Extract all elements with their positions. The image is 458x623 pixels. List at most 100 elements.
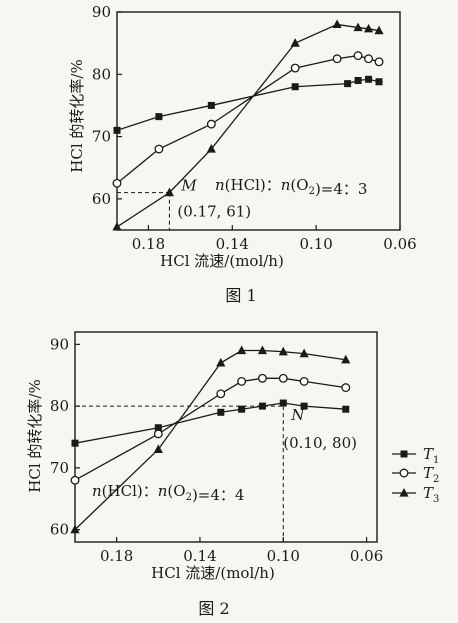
data-point-triangle [257, 345, 268, 355]
data-point-triangle [278, 346, 288, 356]
series-line-square [116, 78, 380, 131]
data-point-circle [70, 475, 80, 485]
data-point-square [300, 402, 308, 410]
legend-marker-triangle [399, 488, 409, 497]
data-point-square [154, 424, 162, 432]
x-tick-label: 0.06 [383, 235, 416, 253]
data-point-triangle [216, 357, 226, 367]
series-line-circle [74, 377, 346, 481]
series-circle [112, 51, 384, 188]
data-point-circle [153, 429, 163, 439]
figure-caption: 图 2 [198, 599, 229, 618]
data-point-square [279, 399, 287, 407]
data-point-triangle [299, 348, 309, 358]
data-point-circle [154, 144, 164, 154]
point-label: N [290, 406, 305, 424]
data-point-circle [237, 376, 247, 386]
legend-marker-circle [399, 468, 409, 478]
data-point-square [155, 113, 163, 121]
data-point-square [71, 439, 79, 447]
annotation-2: n(HCl)：n(O2)=4：4 [92, 482, 244, 504]
x-tick-label: 0.10 [299, 235, 332, 253]
data-point-square [344, 80, 352, 88]
data-point-triangle [353, 22, 363, 32]
y-tick-label: 90 [50, 335, 69, 353]
series-square [71, 399, 350, 447]
data-point-circle [278, 373, 288, 383]
data-point-circle [364, 54, 374, 64]
data-point-square [291, 83, 299, 91]
plot-frame [74, 331, 378, 543]
data-point-square [217, 408, 225, 416]
data-point-square [354, 77, 362, 85]
data-point-circle [341, 383, 351, 393]
legend-item-3: T3 [392, 484, 439, 505]
plot-frame [116, 11, 401, 231]
data-point-circle [332, 54, 342, 64]
x-tick-label: 0.10 [267, 547, 300, 565]
data-point-circle [374, 57, 384, 67]
data-point-square [375, 78, 383, 86]
x-tick-label: 0.18 [100, 547, 133, 565]
series-square [113, 75, 383, 134]
data-point-triangle [164, 187, 175, 197]
data-point-circle [299, 376, 309, 386]
data-point-circle [257, 373, 267, 383]
point-coordinates: (0.10, 80) [283, 434, 357, 452]
data-point-triangle [112, 221, 122, 231]
figure-caption: 图 1 [225, 286, 256, 305]
legend-item-1: T1 [392, 445, 439, 466]
data-point-triangle [237, 345, 247, 355]
legend-label: T2 [423, 464, 439, 485]
legend-label: T1 [423, 445, 439, 466]
y-tick-label: 80 [50, 397, 69, 415]
point-label: M [180, 177, 197, 195]
data-point-circle [206, 119, 216, 129]
y-tick-label: 90 [92, 3, 111, 21]
y-tick-label: 80 [92, 65, 111, 83]
data-point-square [238, 405, 246, 413]
data-point-triangle [206, 144, 216, 153]
data-point-circle [290, 63, 300, 73]
data-point-circle [353, 51, 363, 61]
data-point-triangle [290, 38, 300, 47]
data-point-square [365, 75, 373, 83]
data-point-circle [112, 178, 122, 188]
legend-label: T3 [423, 484, 439, 505]
legend-marker-square [400, 450, 408, 458]
data-point-square [342, 405, 350, 413]
data-point-square [258, 402, 266, 410]
x-tick-label: 0.14 [216, 235, 249, 253]
x-tick-label: 0.18 [132, 235, 165, 253]
data-point-square [113, 126, 121, 134]
data-point-triangle [341, 354, 351, 364]
y-tick-label: 60 [92, 190, 111, 208]
data-point-square [207, 101, 215, 109]
series-line-triangle [74, 349, 346, 531]
legend-item-2: T2 [392, 464, 439, 485]
series-triangle [70, 345, 351, 534]
x-axis-label: HCl 流速/(mol/h) [160, 252, 284, 270]
x-tick-label: 0.14 [183, 547, 216, 565]
y-tick-label: 60 [50, 521, 69, 539]
y-tick-label: 70 [50, 459, 69, 477]
data-point-triangle [153, 444, 163, 453]
y-axis-label: HCl 的转化率/% [26, 379, 44, 492]
y-tick-label: 70 [92, 128, 111, 146]
y-axis-label: HCl 的转化率/% [68, 59, 86, 172]
x-tick-label: 0.06 [350, 547, 383, 565]
series-triangle [112, 19, 384, 231]
data-point-triangle [70, 524, 80, 534]
x-axis-label: HCl 流速/(mol/h) [151, 564, 275, 582]
chart-2: 0.18 0.14 0.10 0.06 60 70 80 90 HCl 流速/(mol/h) HC… [26, 331, 383, 618]
data-point-circle [216, 389, 226, 399]
data-point-triangle [374, 25, 384, 35]
data-point-triangle [332, 19, 342, 29]
annotation-1: n(HCl)：n(O2)=4：3 [215, 176, 367, 198]
chart-1: 0.18 0.14 0.10 0.06 60 70 80 90 HCl 流速/(mol/h) HC… [68, 3, 417, 305]
series-circle [70, 373, 351, 485]
data-point-triangle [363, 23, 374, 33]
point-coordinates: (0.17, 61) [177, 203, 251, 221]
